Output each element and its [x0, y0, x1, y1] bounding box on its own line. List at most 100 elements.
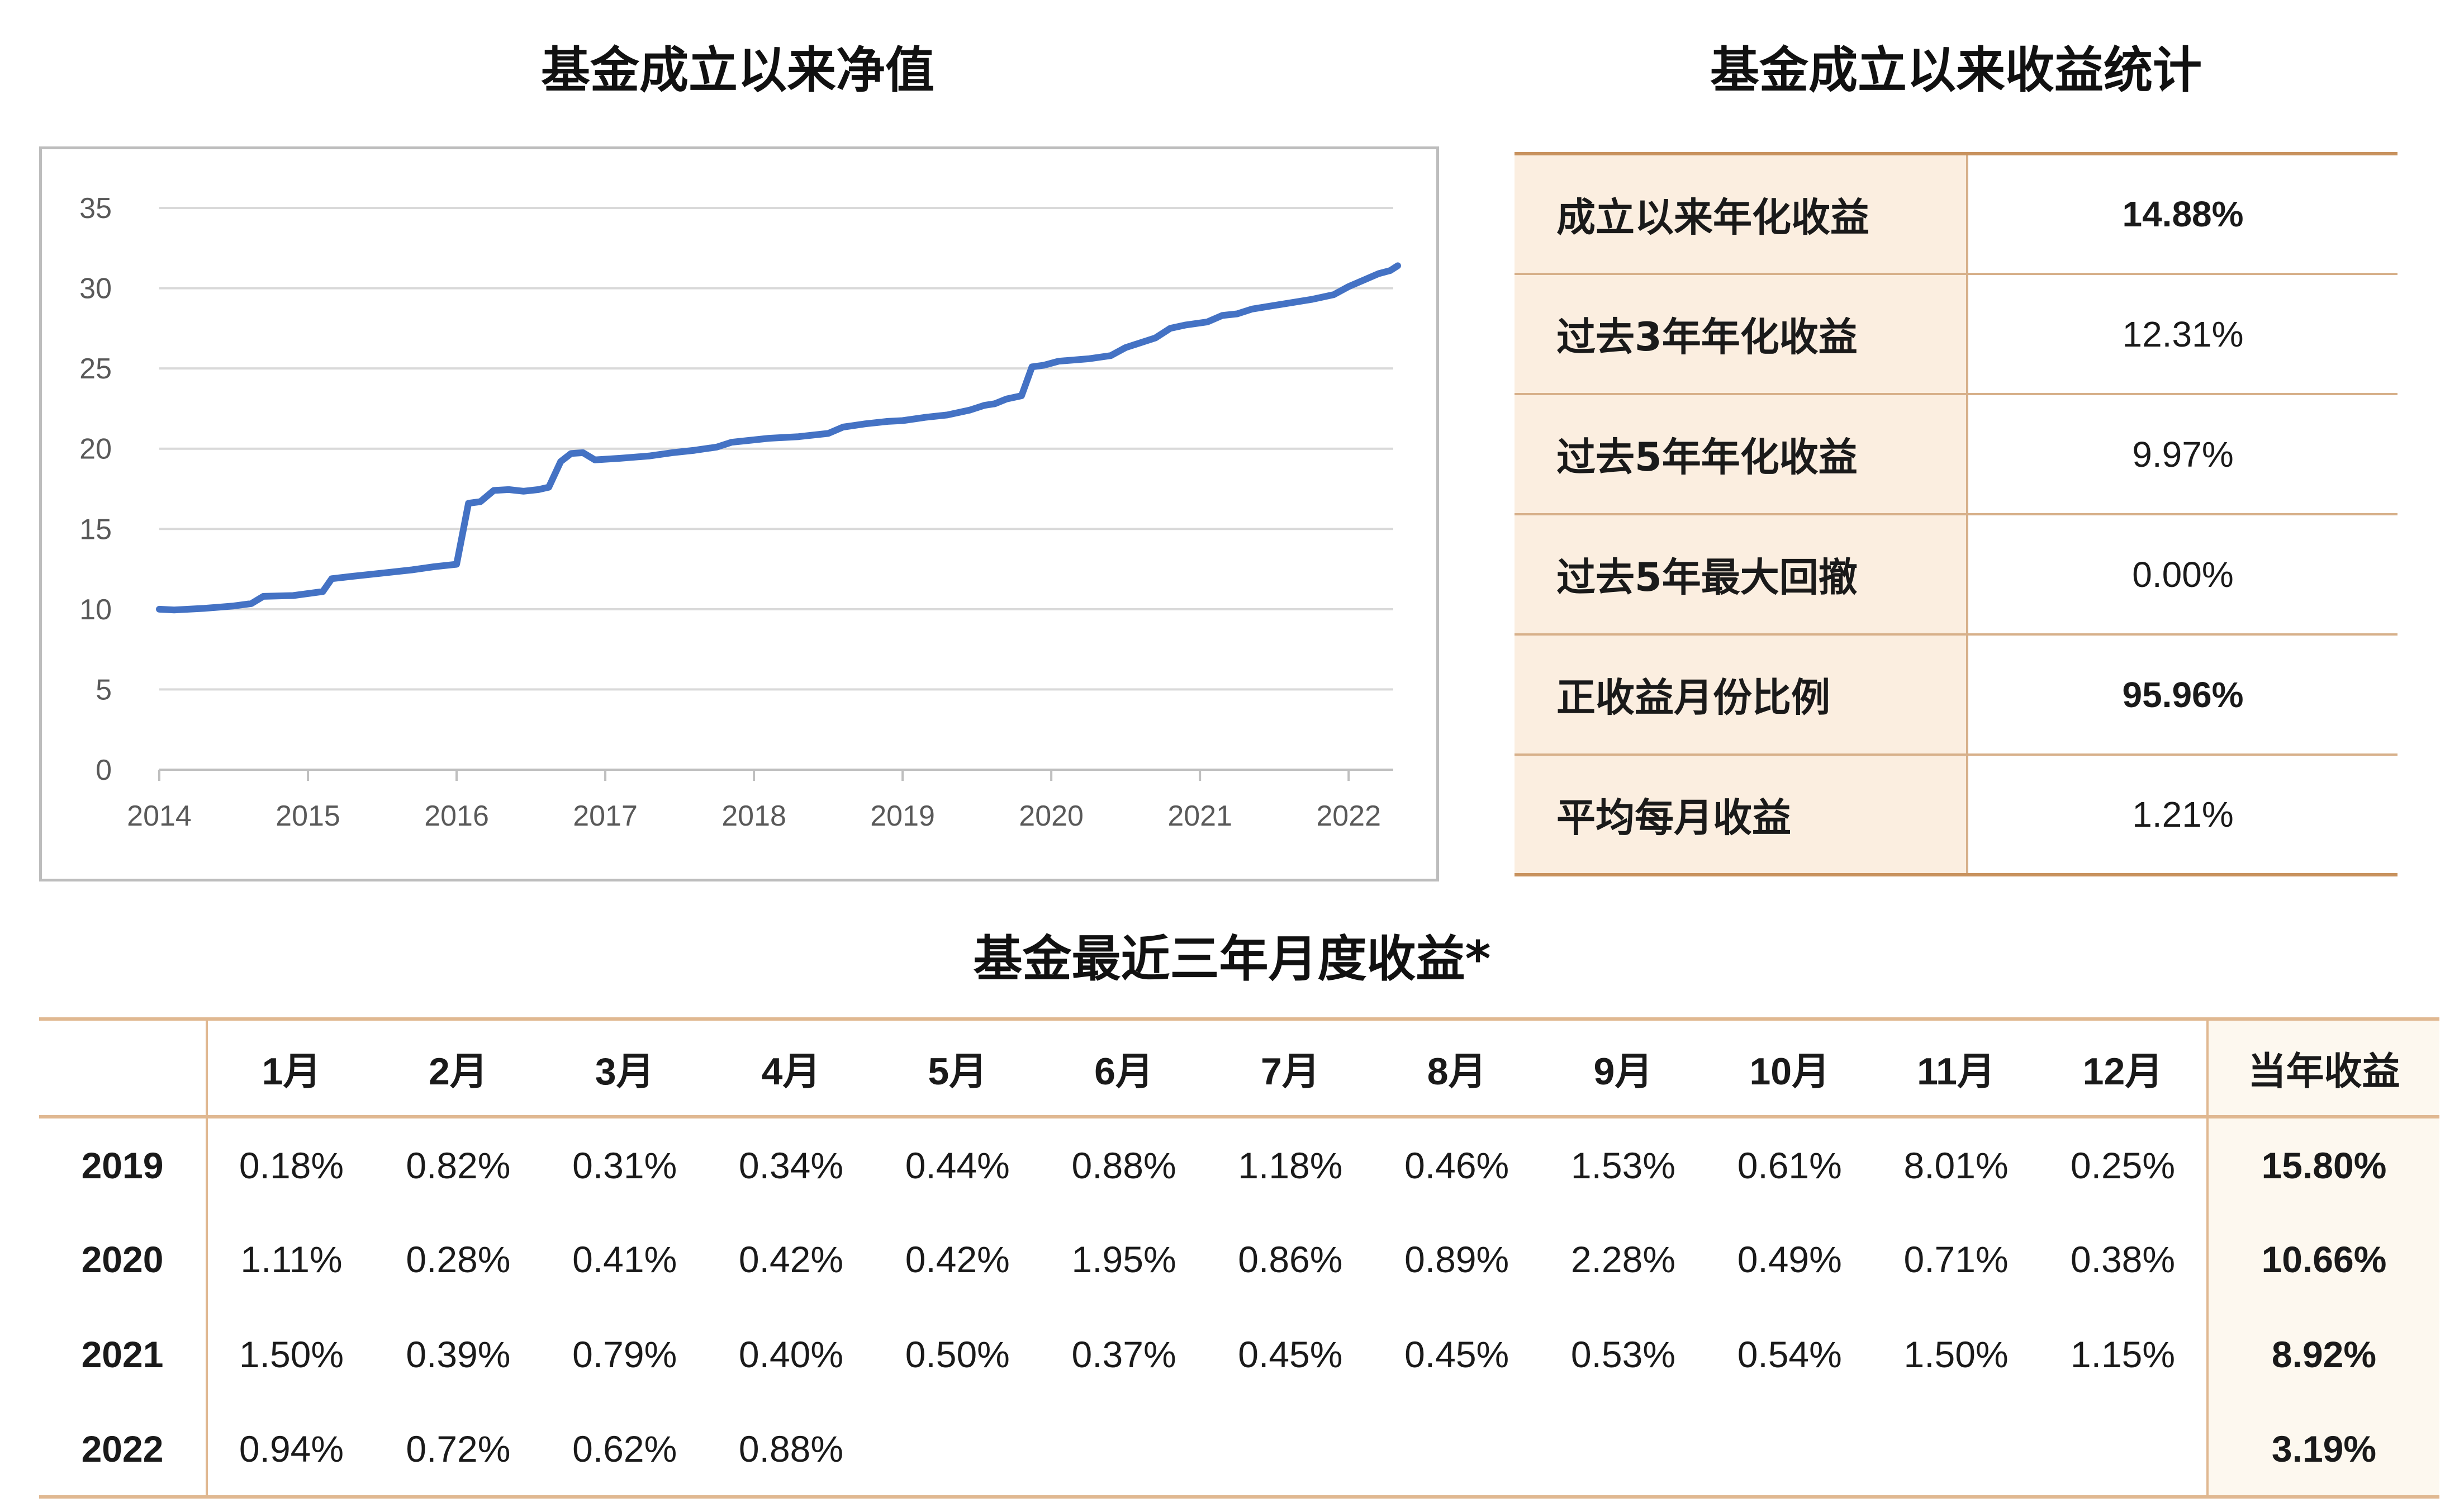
- monthly-return-cell: 0.31%: [572, 1144, 677, 1186]
- row-year: 2021: [39, 1307, 208, 1402]
- header-month: 5月: [874, 1017, 1041, 1118]
- x-tick-label: 2020: [1019, 800, 1084, 832]
- annual-return-cell: 10.66%: [2206, 1212, 2439, 1307]
- monthly-header-row: 1月 2月 3月 4月 5月 6月 7月 8月 9月 10月 11月 12月 当年收益: [39, 1017, 2439, 1118]
- y-tick-label: 10: [79, 594, 112, 626]
- stats-row: 平均每月收益 1.21%: [1515, 755, 2397, 876]
- stats-row: 过去5年最大回撤 0.00%: [1515, 514, 2397, 636]
- monthly-return-cell: [1873, 1402, 2039, 1499]
- chart-title: 基金成立以来净值: [540, 41, 934, 99]
- monthly-return-cell: 0.45%: [1404, 1334, 1509, 1375]
- y-tick-label: 30: [79, 273, 112, 305]
- monthly-row: 2021 1.50% 0.39% 0.79% 0.40% 0.50% 0.37% 0.45% 0…: [39, 1307, 2439, 1402]
- stats-value: 14.88%: [1967, 152, 2397, 275]
- monthly-return-cell: 1.11%: [240, 1239, 343, 1280]
- monthly-return-cell: [1706, 1402, 1873, 1499]
- monthly-return-cell: 0.62%: [541, 1402, 708, 1499]
- monthly-return-cell: 0.88%: [1071, 1144, 1176, 1186]
- header-month: 8月: [1373, 1017, 1540, 1118]
- x-tick-label: 2016: [424, 800, 489, 832]
- row-year: 2020: [39, 1212, 208, 1307]
- y-tick-label: 35: [79, 192, 112, 225]
- monthly-title: 基金最近三年月度收益*: [973, 930, 1491, 988]
- monthly-return-cell: 0.41%: [572, 1239, 677, 1280]
- monthly-return-cell: 1.53%: [1570, 1144, 1676, 1186]
- stats-row: 过去5年年化收益 9.97%: [1515, 394, 2397, 515]
- monthly-row: 2022 0.94% 0.72% 0.62% 0.88% 3.19%: [39, 1402, 2439, 1499]
- stats-label: 平均每月收益: [1515, 755, 1968, 876]
- annual-return-cell: 15.80%: [2206, 1117, 2439, 1212]
- monthly-return-cell: 0.38%: [2070, 1239, 2176, 1280]
- monthly-return-cell: 0.79%: [572, 1334, 677, 1375]
- monthly-return-cell: 0.61%: [1737, 1144, 1842, 1186]
- stats-label: 成立以来年化收益: [1515, 152, 1968, 275]
- monthly-return-cell: 0.89%: [1404, 1239, 1509, 1280]
- header-month: 2月: [374, 1017, 542, 1118]
- monthly-return-cell: 0.72%: [374, 1402, 542, 1499]
- x-tick-label: 2021: [1167, 800, 1232, 832]
- monthly-return-cell: 0.25%: [2070, 1144, 2176, 1186]
- monthly-return-cell: [1373, 1402, 1540, 1499]
- header-month: 11月: [1873, 1017, 2039, 1118]
- annual-return-cell: 8.92%: [2206, 1307, 2439, 1402]
- monthly-returns-table: 1月 2月 3月 4月 5月 6月 7月 8月 9月 10月 11月 12月 当年收益 2019 0.18…: [39, 1017, 2439, 1499]
- stats-value: 1.21%: [1967, 755, 2397, 876]
- header-month: 12月: [2039, 1017, 2207, 1118]
- stats-label: 过去5年年化收益: [1515, 394, 1968, 515]
- y-tick-label: 0: [96, 754, 112, 786]
- nav-chart-svg: 0 5 10 15 20 25 30 35 2014 2015 2016 2017 2018 2019 20…: [79, 192, 1401, 832]
- monthly-return-cell: 0.71%: [1903, 1239, 2009, 1280]
- monthly-return-cell: 0.46%: [1404, 1144, 1509, 1186]
- monthly-return-cell: [874, 1402, 1041, 1499]
- monthly-return-cell: 0.37%: [1071, 1334, 1176, 1375]
- monthly-row: 2020 1.11% 0.28% 0.41% 0.42% 0.42% 1.95% 0.86% 0…: [39, 1212, 2439, 1307]
- monthly-return-cell: 1.95%: [1071, 1239, 1176, 1280]
- stats-label: 过去3年年化收益: [1515, 274, 1968, 395]
- monthly-return-cell: 0.18%: [239, 1144, 344, 1186]
- x-tick-label: 2019: [870, 800, 935, 832]
- monthly-return-cell: 0.45%: [1238, 1334, 1343, 1375]
- header-month: 3月: [541, 1017, 708, 1118]
- monthly-return-cell: [2039, 1402, 2207, 1499]
- monthly-return-cell: 0.42%: [905, 1239, 1010, 1280]
- nav-chart: 0 5 10 15 20 25 30 35 2014 2015 2016 2017 2018 2019 20…: [39, 146, 1439, 881]
- stats-table: 成立以来年化收益 14.88% 过去3年年化收益 12.31% 过去5年年化收益 9.97…: [1515, 152, 2397, 876]
- header-month: 6月: [1041, 1017, 1207, 1118]
- monthly-return-cell: 0.94%: [207, 1402, 375, 1499]
- stats-title: 基金成立以来收益统计: [1710, 41, 2202, 99]
- nav-series-line: [156, 262, 1401, 614]
- monthly-return-cell: 8.01%: [1903, 1144, 2009, 1186]
- monthly-return-cell: 0.40%: [738, 1334, 844, 1375]
- y-tick-label: 5: [96, 674, 112, 706]
- monthly-return-cell: 2.28%: [1570, 1239, 1676, 1280]
- monthly-return-cell: 0.49%: [1737, 1239, 1842, 1280]
- monthly-return-cell: 0.39%: [406, 1334, 511, 1375]
- monthly-return-cell: [1041, 1402, 1207, 1499]
- monthly-return-cell: 0.50%: [905, 1334, 1010, 1375]
- monthly-return-cell: [1540, 1402, 1707, 1499]
- header-month: 1月: [207, 1017, 375, 1118]
- x-tick-label: 2018: [721, 800, 786, 832]
- row-year: 2019: [39, 1117, 208, 1212]
- stats-row: 正收益月份比例 95.96%: [1515, 634, 2397, 756]
- header-month: 4月: [708, 1017, 875, 1118]
- x-tick-label: 2015: [276, 800, 340, 832]
- y-tick-label: 25: [79, 353, 112, 385]
- x-tick-label: 2017: [573, 800, 638, 832]
- header-annual-return: 当年收益: [2206, 1017, 2439, 1118]
- monthly-return-cell: 0.54%: [1737, 1334, 1842, 1375]
- header-month: 7月: [1207, 1017, 1374, 1118]
- y-tick-label: 20: [79, 433, 112, 466]
- stats-label: 正收益月份比例: [1515, 634, 1968, 756]
- y-tick-label: 15: [79, 513, 112, 546]
- header-month: 9月: [1540, 1017, 1707, 1118]
- monthly-return-cell: 1.15%: [2070, 1334, 2176, 1375]
- monthly-return-cell: 0.28%: [406, 1239, 511, 1280]
- monthly-return-cell: 1.50%: [1903, 1334, 2009, 1375]
- stats-label: 过去5年最大回撤: [1515, 514, 1968, 636]
- monthly-return-cell: 0.88%: [708, 1402, 875, 1499]
- header-year: [39, 1017, 208, 1118]
- stats-row: 成立以来年化收益 14.88%: [1515, 152, 2397, 275]
- stats-value: 9.97%: [1967, 394, 2397, 515]
- stats-value: 0.00%: [1967, 514, 2397, 636]
